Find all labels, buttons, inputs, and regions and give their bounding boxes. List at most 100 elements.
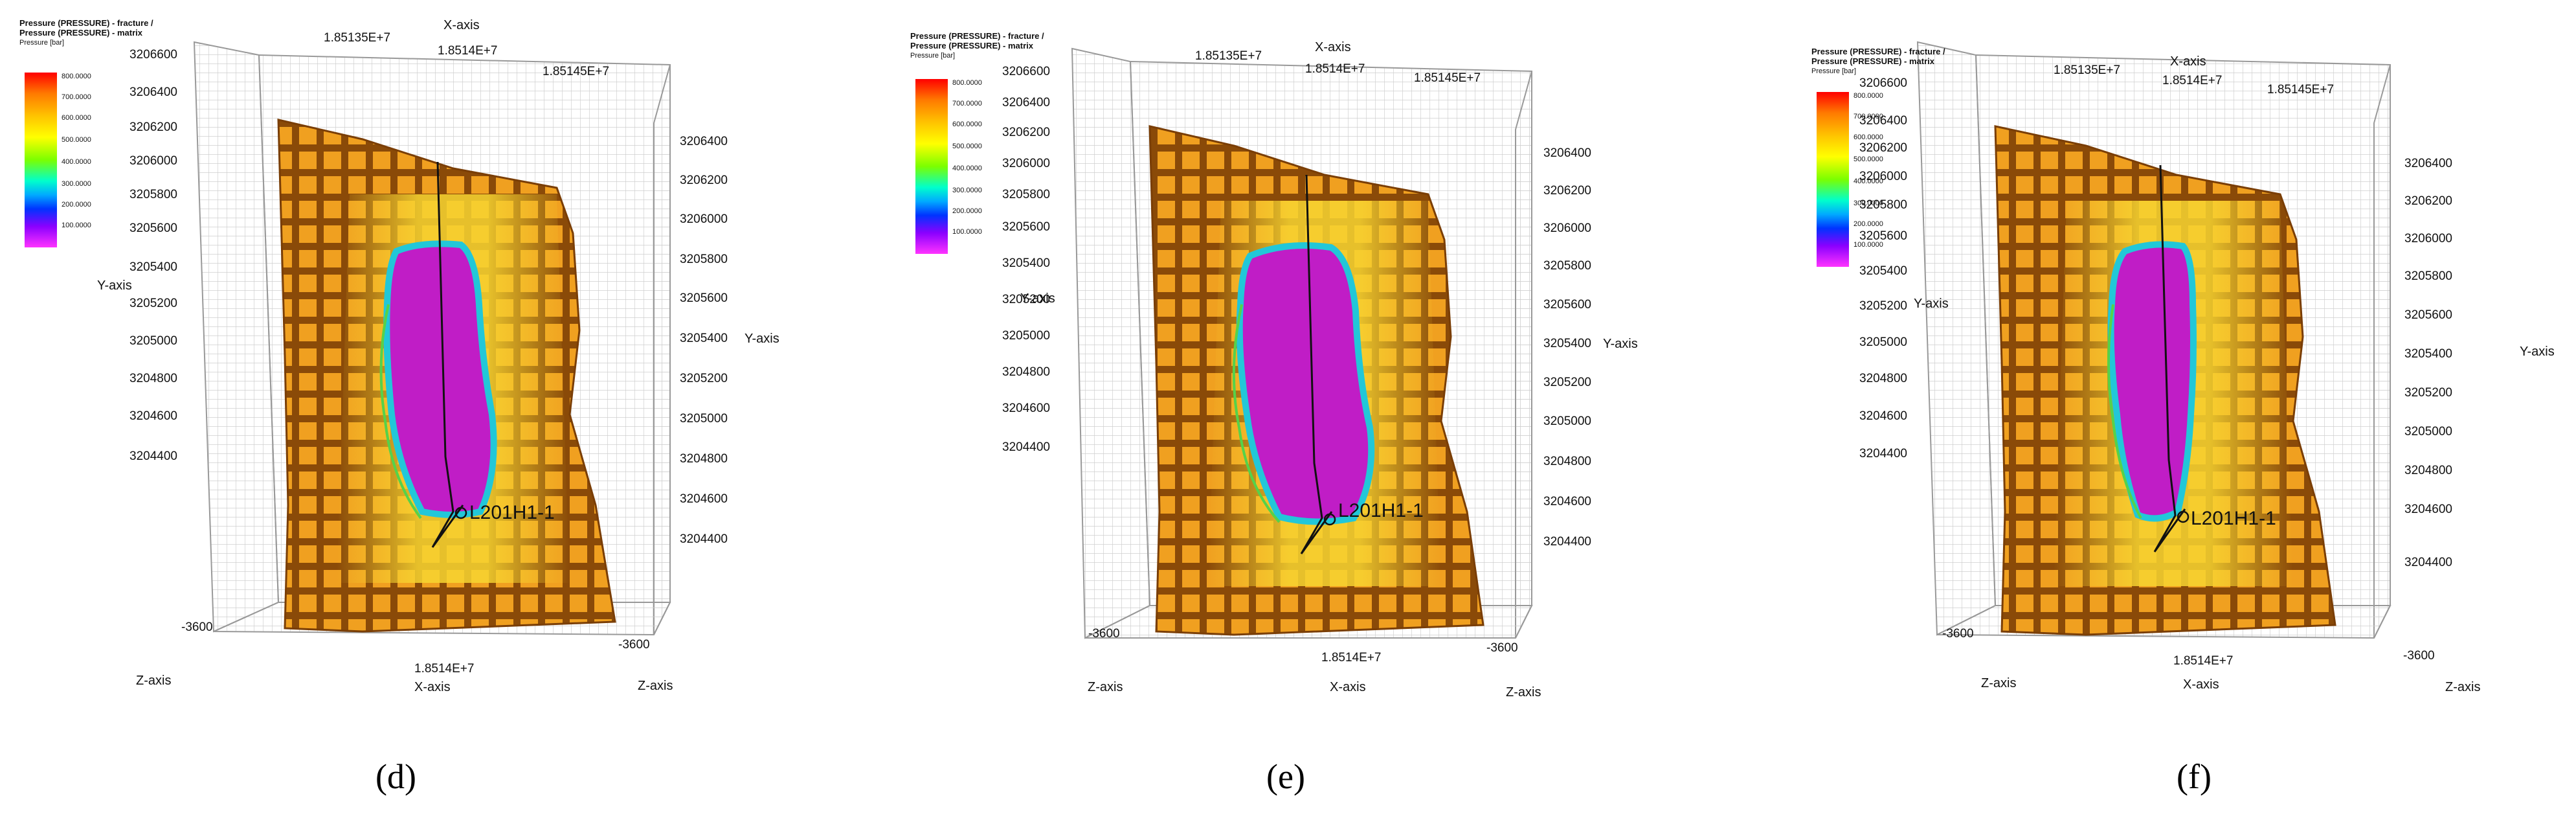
- y-tick-label: 3205600: [1543, 298, 1591, 312]
- legend-tick: 100.0000: [1854, 241, 1883, 249]
- x-tick-label: 1.8514E+7: [1305, 62, 1365, 76]
- y-tick-label: 3206400: [129, 85, 177, 99]
- legend-tick: 800.0000: [1854, 92, 1883, 100]
- y-tick-label: 3206200: [680, 174, 728, 187]
- legend-tick: 500.0000: [62, 136, 91, 144]
- y-tick-label: 3206000: [1859, 170, 1907, 183]
- y-tick-label: 3206600: [1859, 76, 1907, 90]
- y-tick-label: 3206000: [2404, 232, 2452, 245]
- y-tick-label: 3205400: [1002, 256, 1050, 270]
- y-axis-title-right: Y-axis: [1603, 337, 1638, 351]
- legend-tick: 300.0000: [952, 187, 982, 194]
- z-axis-title-right: Z-axis: [1506, 685, 1541, 699]
- x-tick-label: 1.85135E+7: [324, 31, 391, 45]
- y-tick-label: 3206000: [1002, 157, 1050, 170]
- y-tick-label: 3206400: [1002, 96, 1050, 109]
- y-tick-label: 3206400: [2404, 157, 2452, 170]
- x-tick-label: 1.8514E+7: [2173, 654, 2234, 668]
- panel-caption: (e): [1266, 757, 1305, 796]
- y-tick-label: 3205200: [129, 297, 177, 310]
- y-tick-label: 3205600: [1002, 220, 1050, 234]
- y-tick-label: 3205800: [1002, 188, 1050, 201]
- y-tick-label: 3204600: [129, 409, 177, 423]
- legend-tick: 200.0000: [62, 201, 91, 209]
- z-axis-title-right: Z-axis: [2445, 680, 2481, 694]
- z-axis-title-left: Z-axis: [136, 674, 172, 688]
- y-tick-label: 3206400: [680, 135, 728, 148]
- legend-colorbar: [915, 79, 948, 254]
- x-tick-label: 1.8514E+7: [2162, 74, 2223, 87]
- x-axis-title-top: X-axis: [443, 18, 480, 32]
- x-tick-label: 1.85135E+7: [2054, 63, 2121, 77]
- legend-tick: 700.0000: [952, 100, 982, 108]
- y-tick-label: 3205400: [680, 332, 728, 345]
- y-tick-label: 3204400: [1859, 447, 1907, 460]
- legend-title: Pressure (PRESSURE) - fracture / Pressure…: [910, 31, 1044, 51]
- panel-d: Pressure (PRESSURE) - fracture / Pressure…: [0, 0, 858, 818]
- y-tick-label: 3206400: [1543, 146, 1591, 160]
- y-tick-label: 3205400: [129, 260, 177, 274]
- legend-tick: 600.0000: [952, 120, 982, 128]
- z-tick-label: -3600: [1088, 627, 1120, 641]
- well-head-icon: [2177, 510, 2190, 523]
- y-tick-label: 3204800: [1859, 372, 1907, 385]
- x-tick-label: 1.8514E+7: [1321, 651, 1382, 665]
- y-tick-label: 3204600: [1543, 495, 1591, 508]
- panel-f: Pressure (PRESSURE) - fracture / Pressure…: [1717, 0, 2576, 818]
- y-tick-label: 3205600: [1859, 229, 1907, 243]
- y-tick-label: 3205200: [1002, 293, 1050, 306]
- x-axis-title-top: X-axis: [2170, 54, 2206, 69]
- y-tick-label: 3206200: [1859, 141, 1907, 155]
- z-tick-label: -3600: [618, 638, 650, 652]
- y-tick-label: 3204400: [1543, 535, 1591, 549]
- y-tick-label: 3205200: [680, 372, 728, 385]
- y-axis-title-left: Y-axis: [97, 278, 132, 293]
- z-tick-label: -3600: [1942, 627, 1974, 641]
- panel-caption: (d): [375, 757, 416, 796]
- z-tick-label: -3600: [181, 620, 213, 634]
- y-tick-label: 3204600: [680, 492, 728, 506]
- z-tick-label: -3600: [1486, 641, 1518, 655]
- y-tick-label: 3206200: [1543, 184, 1591, 198]
- pressure-3d-plot: [1071, 47, 1533, 639]
- y-tick-label: 3205000: [1543, 415, 1591, 428]
- legend-colorbar: [1817, 92, 1849, 267]
- y-tick-label: 3204600: [1859, 409, 1907, 423]
- y-tick-label: 3204400: [1002, 440, 1050, 454]
- legend-tick: 800.0000: [62, 73, 91, 80]
- y-tick-label: 3204600: [1002, 402, 1050, 415]
- y-axis-title-right: Y-axis: [745, 332, 779, 346]
- depleted-zone: [383, 240, 497, 518]
- depleted-zone: [2107, 241, 2197, 522]
- z-axis-title-right: Z-axis: [638, 679, 673, 693]
- y-tick-label: 3205800: [1859, 198, 1907, 212]
- well-head-icon: [454, 506, 467, 519]
- well-trajectory: [1300, 174, 1333, 554]
- right-wall: [653, 64, 671, 635]
- x-tick-label: 1.85145E+7: [1414, 71, 1481, 85]
- y-tick-label: 3205000: [680, 412, 728, 426]
- y-tick-label: 3205000: [129, 334, 177, 348]
- legend-tick: 500.0000: [1854, 155, 1883, 163]
- y-tick-label: 3205400: [1543, 337, 1591, 350]
- legend-tick: 800.0000: [952, 79, 982, 87]
- depleted-zone: [1236, 242, 1375, 525]
- y-tick-label: 3206000: [129, 154, 177, 168]
- y-tick-label: 3205800: [129, 188, 177, 201]
- y-tick-label: 3206600: [1002, 65, 1050, 78]
- legend-colorbar: [25, 73, 57, 247]
- panel-e: Pressure (PRESSURE) - fracture / Pressure…: [858, 0, 1717, 818]
- legend-tick: 400.0000: [62, 158, 91, 166]
- y-tick-label: 3205200: [1543, 376, 1591, 389]
- z-axis-title-left: Z-axis: [1088, 680, 1123, 694]
- x-axis-title-bottom: X-axis: [2183, 677, 2219, 692]
- legend-tick: 200.0000: [1854, 220, 1883, 228]
- y-axis-title-left: Y-axis: [1914, 297, 1949, 311]
- legend-tick: 300.0000: [62, 180, 91, 188]
- well-head-icon: [1323, 513, 1336, 526]
- x-axis-title-top: X-axis: [1315, 40, 1351, 54]
- y-tick-label: 3206200: [1002, 126, 1050, 139]
- z-tick-label: -3600: [2403, 649, 2435, 663]
- legend-tick: 600.0000: [62, 114, 91, 122]
- x-axis-title-bottom: X-axis: [1330, 680, 1366, 694]
